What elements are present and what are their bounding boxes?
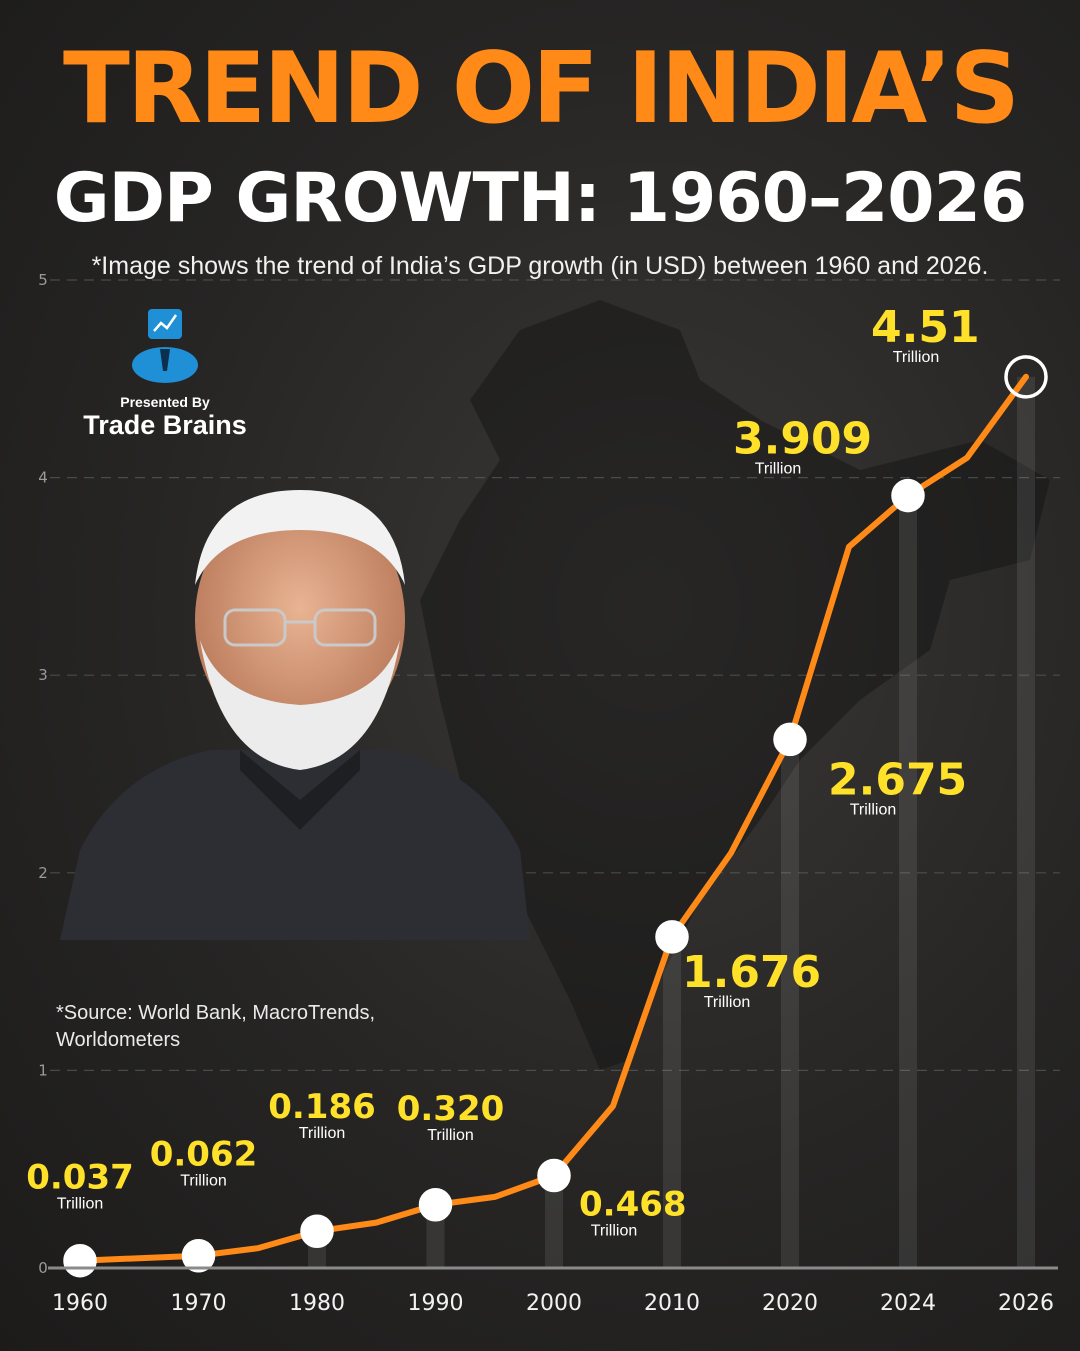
x-tick-label: 1980: [289, 1291, 345, 1316]
x-tick-label: 2000: [526, 1291, 582, 1316]
x-tick-label: 1990: [408, 1291, 464, 1316]
page-subtitle: *Image shows the trend of India’s GDP gr…: [91, 252, 989, 280]
data-label-value: 2.675: [828, 754, 967, 805]
year-column: [545, 1175, 563, 1268]
x-tick-label: 2026: [998, 1291, 1054, 1316]
data-point: [1004, 355, 1048, 399]
y-tick-label: 2: [38, 864, 48, 882]
data-point: [418, 1188, 453, 1222]
x-tick-label: 2024: [880, 1291, 936, 1316]
data-label-unit: Trillion: [704, 994, 751, 1011]
year-columns: [71, 376, 1035, 1269]
y-tick-label: 0: [38, 1259, 48, 1277]
data-points: [63, 355, 1048, 1278]
year-column: [663, 936, 681, 1268]
y-tick-label: 1: [38, 1061, 48, 1079]
data-label-unit: Trillion: [850, 801, 897, 818]
data-point: [891, 478, 925, 513]
data-label-value: 0.320: [397, 1089, 505, 1129]
data-label-unit: Trillion: [893, 349, 940, 366]
data-label-unit: Trillion: [427, 1127, 474, 1144]
year-column: [781, 739, 799, 1268]
page-title: TREND OF INDIA’S: [62, 32, 1020, 146]
portrait-illustration: [60, 490, 530, 940]
brand-name: Trade Brains: [83, 410, 247, 440]
data-label-value: 0.186: [268, 1087, 376, 1127]
data-point: [773, 722, 807, 757]
data-point: [300, 1214, 334, 1248]
data-label-value: 0.468: [579, 1185, 687, 1225]
year-column: [1017, 376, 1035, 1269]
data-label-unit: Trillion: [180, 1173, 227, 1190]
data-point: [181, 1238, 216, 1273]
data-label-unit: Trillion: [591, 1223, 638, 1240]
presented-by-label: Presented By: [120, 394, 210, 410]
data-label-value: 0.037: [26, 1158, 134, 1198]
source-note: *Source: World Bank, MacroTrends, Worldo…: [56, 1002, 376, 1051]
data-point: [537, 1158, 571, 1193]
x-tick-label: 1970: [171, 1291, 227, 1316]
y-tick-label: 3: [38, 666, 48, 684]
data-labels: 0.037Trillion0.062Trillion0.186Trillion0…: [26, 302, 979, 1240]
y-tick-label: 5: [38, 271, 48, 289]
gdp-series: [77, 373, 1029, 1264]
data-label-value: 1.676: [682, 947, 821, 998]
data-point: [63, 1243, 97, 1278]
data-label-value: 4.51: [871, 302, 980, 353]
year-column: [899, 495, 917, 1268]
page-title-line2: GDP GROWTH: 1960–2026: [53, 159, 1027, 238]
data-point: [655, 920, 689, 954]
axes: 0 1 2 3 4 5 1960 1970 1980 1990 2000 2010 2020 2024 20…: [38, 271, 1058, 1316]
brand-block: Presented By Trade Brains: [70, 305, 260, 441]
chart-grid: [50, 279, 1060, 1072]
y-tick-label: 4: [38, 469, 48, 487]
data-label-unit: Trillion: [755, 461, 802, 478]
data-label-unit: Trillion: [57, 1196, 104, 1213]
gdp-series-line: [77, 373, 1029, 1264]
data-label-unit: Trillion: [299, 1125, 346, 1142]
data-label-value: 0.062: [150, 1135, 258, 1175]
x-tick-label: 2020: [762, 1291, 818, 1316]
x-tick-label: 2010: [644, 1291, 700, 1316]
data-label-value: 3.909: [733, 414, 872, 465]
x-tick-label: 1960: [52, 1291, 108, 1316]
trade-brains-logo-icon: [132, 309, 198, 383]
